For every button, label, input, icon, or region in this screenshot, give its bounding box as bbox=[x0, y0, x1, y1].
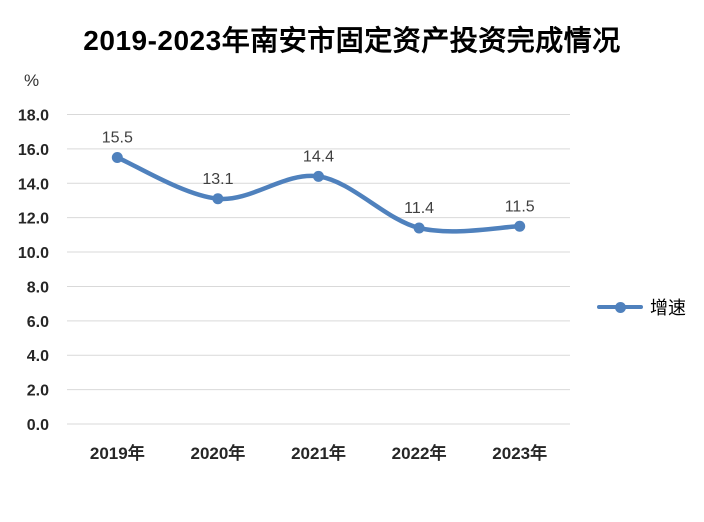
data-point-marker bbox=[313, 170, 324, 182]
chart-title: 2019-2023年南安市固定资产投资完成情况 bbox=[83, 25, 621, 56]
y-axis-unit-label: % bbox=[24, 71, 40, 90]
x-axis-tick-label: 2022年 bbox=[392, 443, 447, 463]
y-axis-tick-label: 18.0 bbox=[18, 108, 49, 125]
legend-label: 增速 bbox=[650, 298, 686, 318]
data-point-marker bbox=[514, 220, 526, 232]
legend-line-icon bbox=[597, 301, 643, 313]
y-axis-tick-label: 8.0 bbox=[27, 279, 49, 296]
y-axis-tick-label: 2.0 bbox=[27, 383, 49, 400]
data-point-marker bbox=[212, 193, 224, 205]
legend[interactable]: 增速 bbox=[597, 296, 686, 318]
x-axis-tick-label: 2021年 bbox=[291, 443, 346, 463]
data-point-label: 14.4 bbox=[303, 148, 334, 165]
data-point-label: 15.5 bbox=[102, 129, 133, 146]
data-point-marker bbox=[413, 222, 425, 234]
series-line bbox=[115, 155, 522, 234]
y-axis-tick-label: 10.0 bbox=[18, 245, 49, 262]
y-axis-tick-label: 12.0 bbox=[18, 211, 49, 228]
data-point-marker bbox=[111, 151, 123, 163]
data-point-label: 11.5 bbox=[505, 198, 535, 215]
y-axis-tick-label: 4.0 bbox=[27, 348, 49, 365]
y-axis-tick-label: 16.0 bbox=[18, 142, 49, 159]
x-axis-tick-label: 2023年 bbox=[492, 443, 547, 463]
y-axis-tick-label: 6.0 bbox=[27, 314, 49, 331]
data-point-label: 13.1 bbox=[202, 171, 233, 188]
legend-dot-icon bbox=[614, 301, 626, 313]
x-axis-tick-label: 2019年 bbox=[90, 443, 145, 463]
data-point-label: 11.4 bbox=[404, 200, 434, 217]
y-axis-tick-label: 0.0 bbox=[27, 417, 49, 434]
x-axis-tick-label: 2020年 bbox=[190, 443, 245, 463]
y-axis-tick-label: 14.0 bbox=[18, 176, 49, 193]
